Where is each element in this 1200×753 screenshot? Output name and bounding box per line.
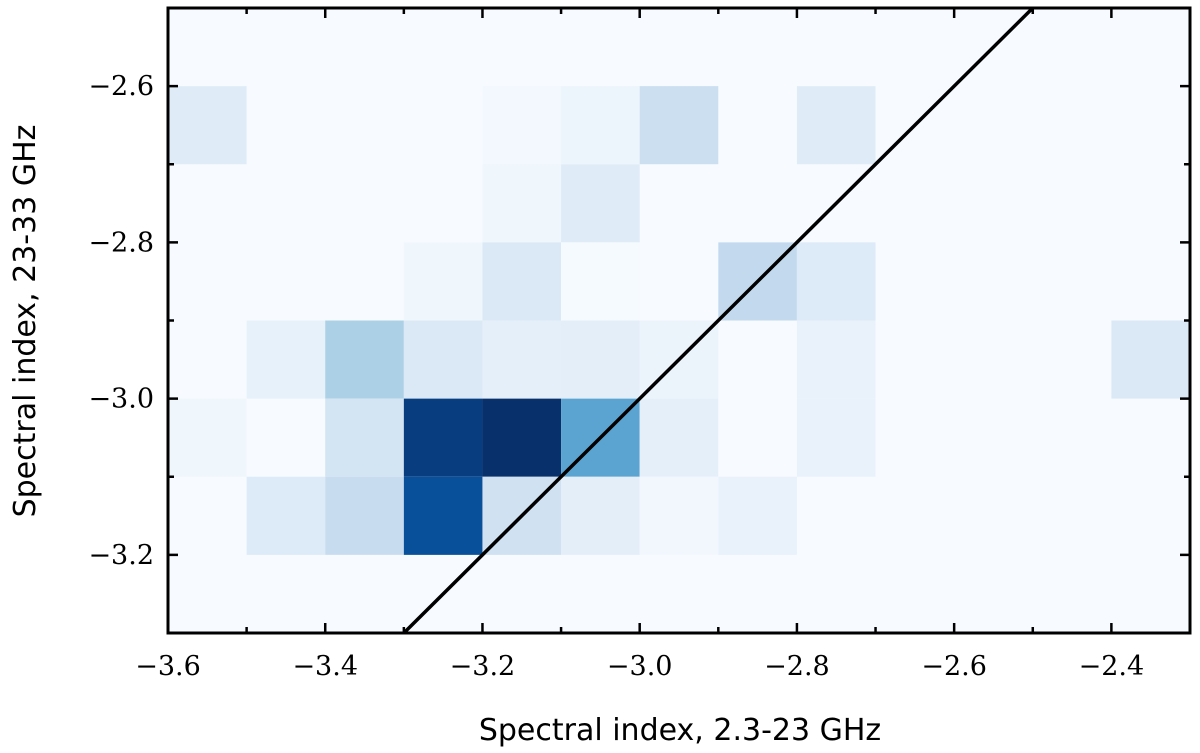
heatmap-cell (796, 86, 876, 165)
x-tick-label: −2.8 (764, 651, 830, 682)
heatmap-cell (796, 398, 876, 477)
x-axis-label: Spectral index, 2.3-23 GHz (479, 713, 881, 748)
y-tick-label: −3.2 (88, 540, 154, 571)
heatmap-cell (403, 398, 483, 477)
x-tick-label: −3.4 (292, 651, 358, 682)
heatmap-cell (639, 476, 719, 555)
heatmap-cell (639, 86, 719, 165)
x-tick-label: −3.6 (135, 651, 201, 682)
heatmap-cell (561, 164, 640, 243)
heatmap-cell (403, 242, 483, 321)
x-tick-label: −2.4 (1079, 651, 1145, 682)
heatmap-cell (561, 476, 640, 555)
heatmap-cell (246, 320, 326, 399)
y-axis-label: Spectral index, 23-33 GHz (8, 125, 43, 518)
heatmap-cell (639, 398, 719, 477)
axis-ticks (166, 6, 1192, 635)
heatmap-cell (1111, 320, 1190, 399)
heatmap-cell (796, 320, 876, 399)
heatmap-cell (246, 476, 326, 555)
y-tick-label: −2.8 (88, 227, 154, 258)
x-tick-label: −3.0 (607, 651, 673, 682)
heatmap-cell (168, 86, 247, 165)
reference-line-layer (402, 8, 1035, 633)
y-tick-label: −3.0 (88, 384, 154, 415)
heatmap-cell (403, 320, 483, 399)
heatmap-cells (168, 86, 1190, 555)
heatmap-cell (325, 476, 404, 555)
heatmap-cell (718, 476, 797, 555)
y-tick-label: −2.6 (88, 71, 154, 102)
heatmap-cell (482, 242, 562, 321)
reference-line (402, 8, 1035, 633)
heatmap-cell (482, 398, 562, 477)
heatmap-cell (482, 86, 562, 165)
heatmap-cell (561, 86, 640, 165)
heatmap-cell (168, 398, 247, 477)
heatmap-cell (325, 320, 404, 399)
heatmap-cell (482, 164, 562, 243)
heatmap-cell (796, 242, 876, 321)
heatmap-cell (561, 242, 640, 321)
x-tick-label: −3.2 (450, 651, 516, 682)
heatmap-cell (403, 476, 483, 555)
heatmap-cell (325, 398, 404, 477)
x-tick-label: −2.6 (921, 651, 987, 682)
heatmap-cell (561, 320, 640, 399)
axis-tick-labels: −3.6 −3.4 −3.2 −3.0 −2.8 −2.6 −2.4 −3.2 −3.0 −2.8… (88, 71, 1144, 682)
heatmap-cell (482, 320, 562, 399)
